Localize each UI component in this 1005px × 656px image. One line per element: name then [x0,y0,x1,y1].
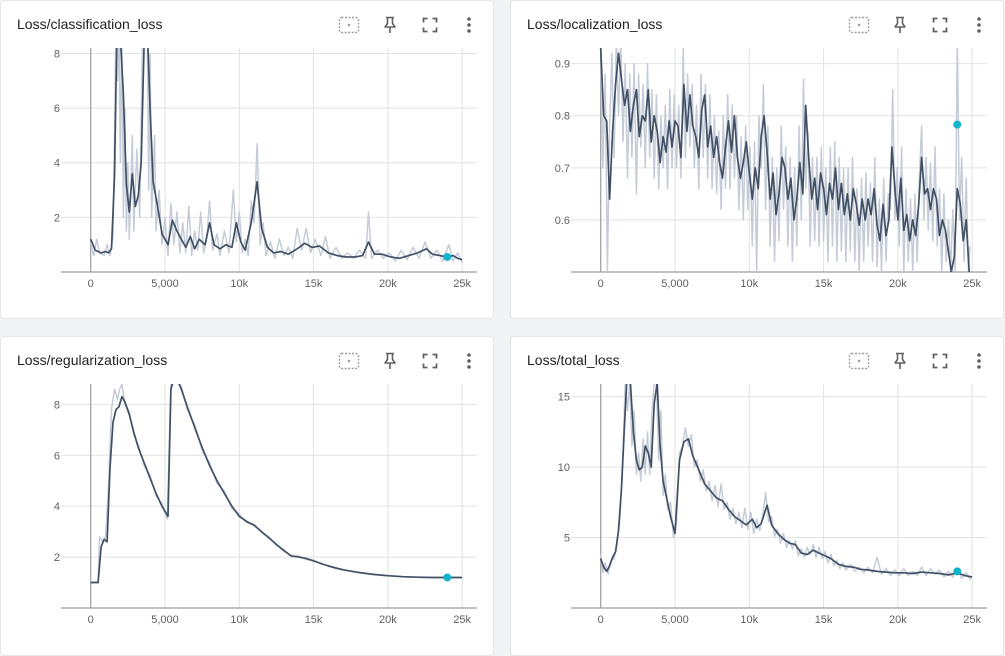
y-tick-label: 6 [54,103,60,115]
chart-title: Loss/classification_loss [17,16,163,32]
fullscreen-icon[interactable] [418,13,442,37]
x-tick-label: 15k [815,278,833,290]
y-tick-label: 0.7 [555,163,570,175]
more-vert-icon[interactable] [457,349,481,373]
y-tick-label: 15 [558,392,570,404]
raw-series-line [599,384,972,581]
x-tick-label: 25k [963,278,981,290]
y-tick-label: 0.9 [555,59,570,71]
x-tick-label: 20k [379,614,397,626]
fit-domain-icon[interactable] [337,13,361,37]
pin-icon[interactable] [888,13,912,37]
x-tick-label: 10k [740,614,758,626]
total-loss-chart: 0 5,000 10k 15k 20k 25k 5 10 15 [558,384,987,626]
x-tick-label: 10k [230,614,248,626]
series-marker-dot [953,120,962,129]
chart-title: Loss/localization_loss [527,16,663,32]
regularization-loss-chart: 0 5,000 10k 15k 20k 25k 2 4 6 8 [54,384,477,626]
y-tick-label: 6 [54,450,60,462]
series-marker-dot [443,252,452,261]
y-tick-label: 2 [54,552,60,564]
y-tick-label: 4 [54,501,60,513]
series-marker-dot [953,567,962,576]
x-tick-label: 20k [379,278,397,290]
pin-icon[interactable] [378,349,402,373]
more-vert-icon[interactable] [457,13,481,37]
y-tick-label: 0.8 [555,111,570,123]
chart-title: Loss/total_loss [527,352,620,368]
pin-icon[interactable] [378,13,402,37]
x-tick-label: 0 [88,278,94,290]
more-vert-icon[interactable] [967,13,991,37]
y-tick-label: 2 [54,212,60,224]
x-tick-label: 0 [88,614,94,626]
smoothed-series-line [599,48,971,272]
y-tick-label: 8 [54,48,60,60]
x-tick-label: 15k [305,614,323,626]
pin-icon[interactable] [888,349,912,373]
fit-domain-icon[interactable] [847,13,871,37]
x-tick-label: 5,000 [661,278,689,290]
x-tick-label: 10k [740,278,758,290]
x-tick-label: 0 [598,614,604,626]
x-tick-label: 5,000 [151,614,179,626]
chart-card-regularization-loss: Loss/regularization_loss 0 5,000 10k 15k 20k… [0,336,494,656]
fullscreen-icon[interactable] [928,349,952,373]
chart-card-classification-loss: Loss/classification_loss 0 5,000 10k 15k 20k… [0,0,494,319]
smoothed-series-line [90,384,463,584]
x-tick-label: 25k [453,614,471,626]
localization-loss-chart: 0 5,000 10k 15k 20k 25k 0.6 0.7 0.8 0.9 [555,48,987,290]
x-tick-label: 15k [815,614,833,626]
x-tick-label: 5,000 [661,614,689,626]
y-tick-label: 5 [564,533,570,545]
x-tick-label: 15k [305,278,323,290]
x-tick-label: 0 [598,278,604,290]
raw-series-line [89,48,463,263]
fit-domain-icon[interactable] [337,349,361,373]
y-tick-label: 4 [54,158,60,170]
fullscreen-icon[interactable] [418,349,442,373]
smoothed-series-line [89,48,463,261]
x-tick-label: 20k [889,614,907,626]
x-tick-label: 25k [963,614,981,626]
classification-loss-chart: 0 5,000 10k 15k 20k 25k 2 4 6 8 [54,48,477,290]
chart-title: Loss/regularization_loss [17,352,168,368]
x-tick-label: 20k [889,278,907,290]
x-tick-label: 10k [230,278,248,290]
chart-card-total-loss: Loss/total_loss 0 5,000 10k 15k 20k 25k 5 10 15 [510,336,1004,656]
y-tick-label: 10 [558,462,570,474]
y-tick-label: 8 [54,399,60,411]
chart-card-localization-loss: Loss/localization_loss 0 5,000 10k 15k 20k 25… [510,0,1004,319]
fit-domain-icon[interactable] [847,349,871,373]
series-marker-dot [443,573,452,582]
smoothed-series-line [599,384,973,578]
x-tick-label: 5,000 [151,278,179,290]
y-tick-label: 0.6 [555,215,570,227]
x-tick-label: 25k [453,278,471,290]
raw-series-line [90,384,463,584]
more-vert-icon[interactable] [967,349,991,373]
raw-series-line [600,48,971,272]
fullscreen-icon[interactable] [928,13,952,37]
